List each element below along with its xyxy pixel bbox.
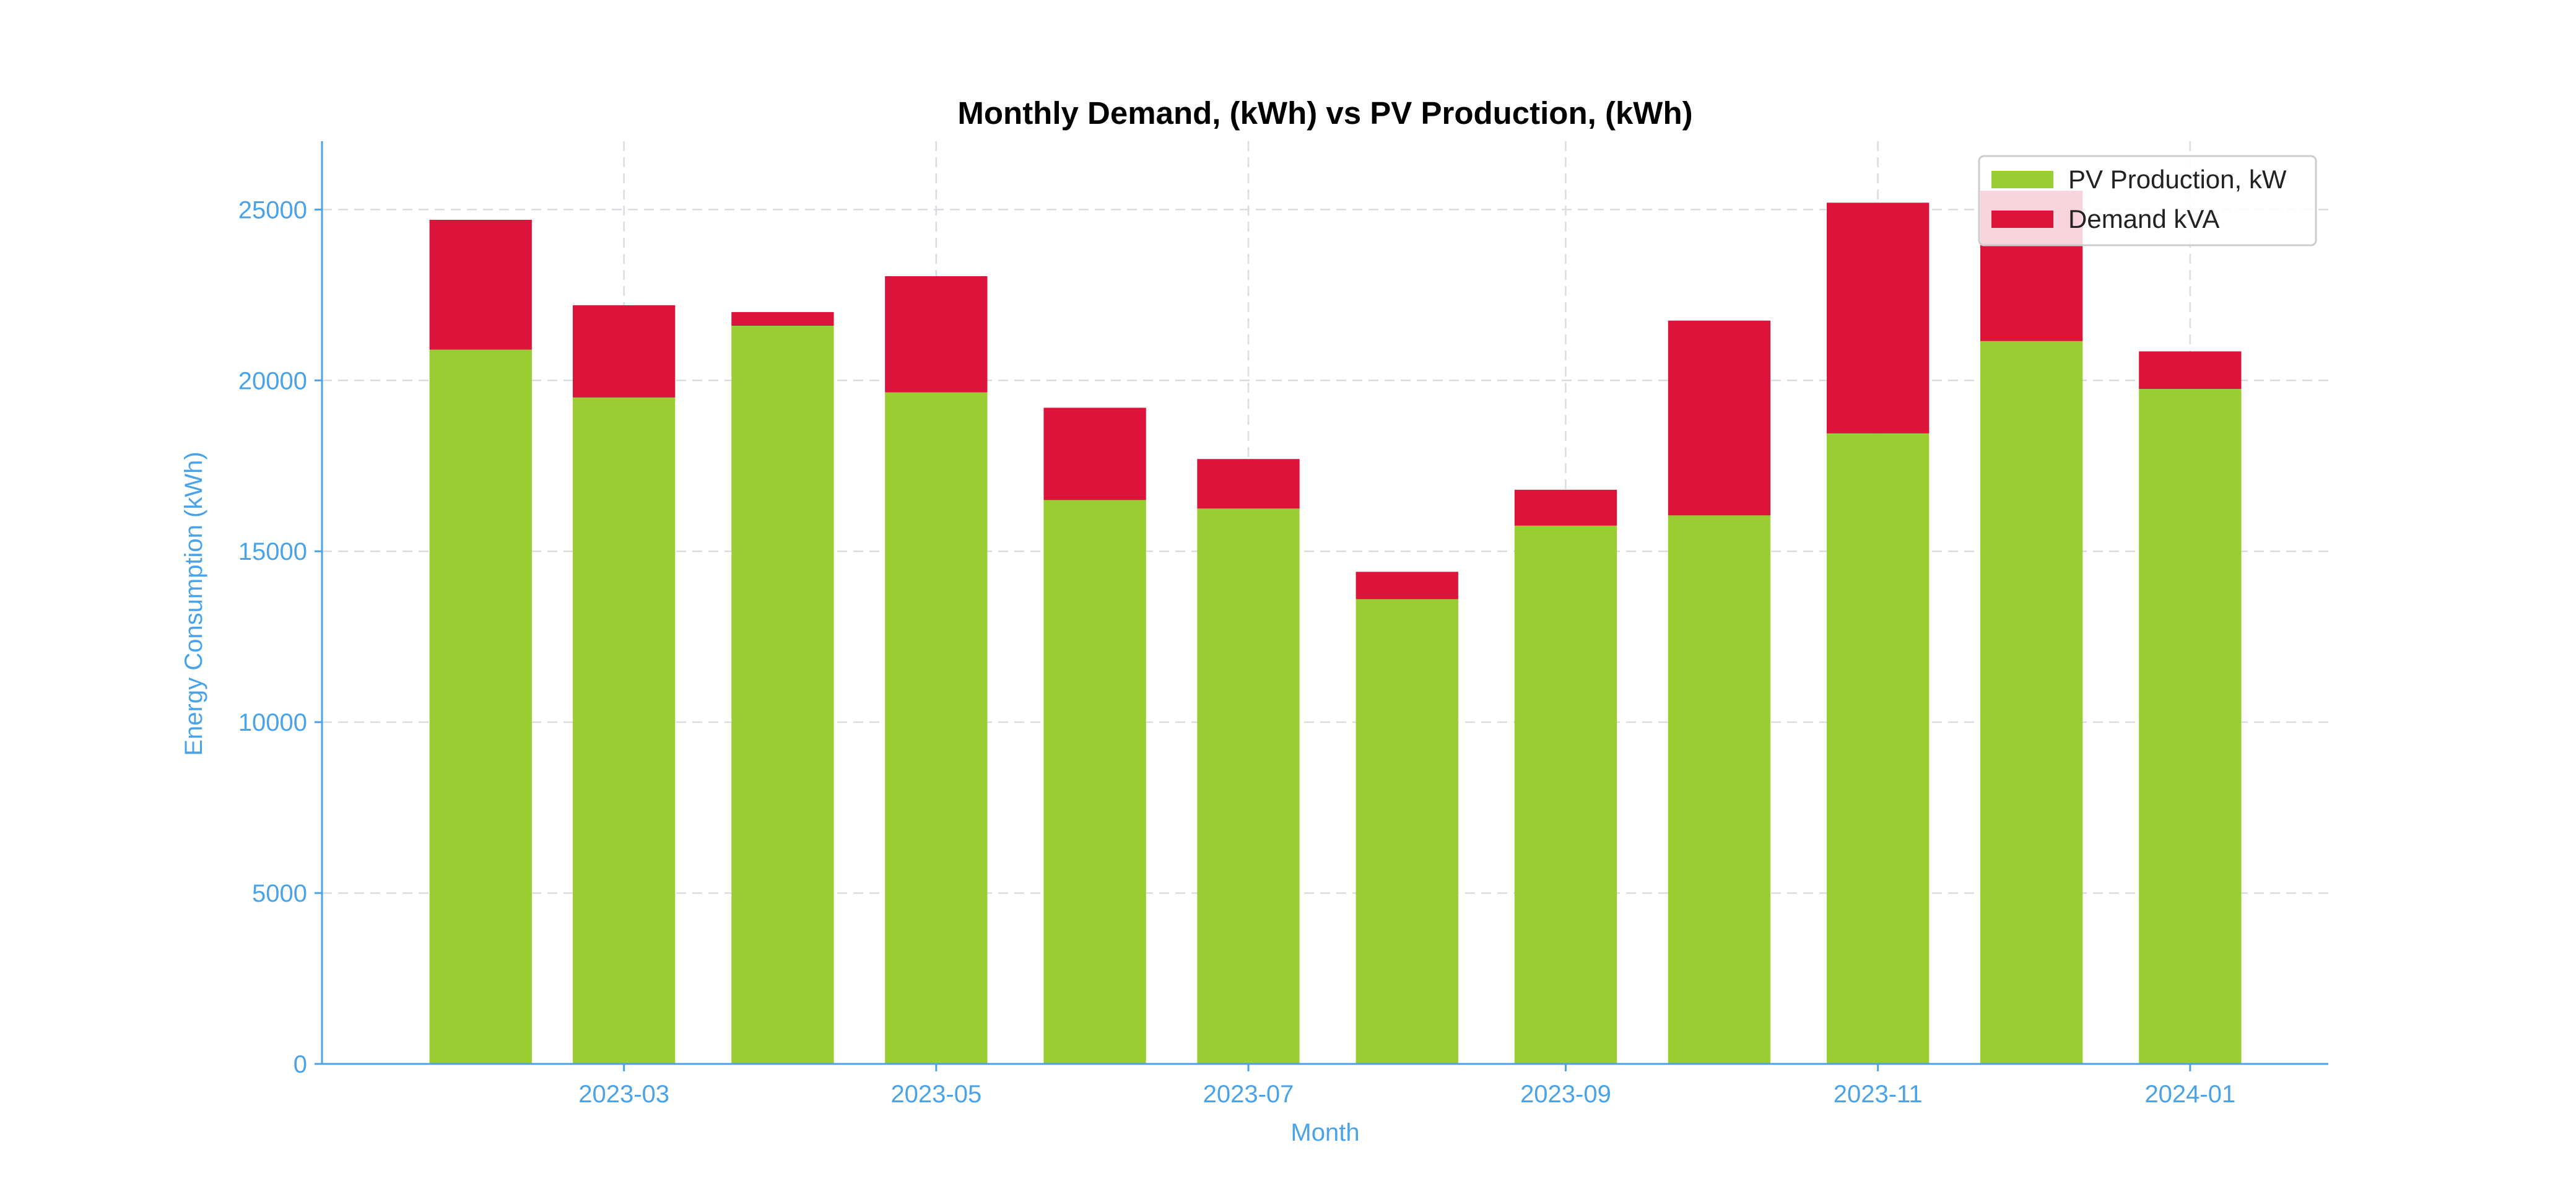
legend: PV Production, kW Demand kVA [1978, 155, 2317, 246]
bar-pv-production [1827, 433, 1930, 1064]
legend-swatch [1991, 171, 2053, 188]
bar-demand [429, 219, 532, 350]
x-axis-ticks: 2023-03 2023-05 2023-07 2023-09 2023-11 2024-… [578, 1064, 2235, 1108]
bar-demand [573, 305, 676, 398]
y-tick-label: 20000 [238, 367, 307, 394]
bar-pv-production [1355, 599, 1458, 1064]
y-tick-label: 10000 [238, 709, 307, 736]
x-tick-label: 2023-07 [1203, 1081, 1294, 1108]
bar-demand [1197, 459, 1300, 509]
bar-demand [1355, 572, 1458, 599]
x-tick-label: 2023-09 [1520, 1081, 1611, 1108]
y-tick-label: 5000 [252, 880, 307, 907]
x-tick-label: 2024-01 [2144, 1081, 2235, 1108]
bar-demand [885, 276, 988, 393]
bar-pv-production [429, 349, 532, 1064]
bars [429, 191, 2242, 1065]
bar-pv-production [1668, 515, 1771, 1064]
legend-label: PV Production, kW [2068, 165, 2287, 194]
bar-pv-production [1197, 508, 1300, 1064]
bar-demand [2139, 351, 2242, 390]
bar-demand [1827, 203, 1930, 433]
x-tick-label: 2023-11 [1834, 1081, 1923, 1108]
y-axis-label: Energy Consumption (kWh) [180, 451, 207, 756]
y-axis-ticks: 0 5000 10000 15000 20000 25000 [238, 196, 322, 1078]
legend-swatch [1991, 211, 2053, 228]
y-tick-label: 25000 [238, 196, 307, 224]
legend-box [1978, 155, 2317, 246]
bar-pv-production [885, 392, 988, 1064]
bar-demand [1043, 407, 1146, 500]
bar-pv-production [573, 397, 676, 1064]
bar-pv-production [1514, 525, 1617, 1064]
bar-demand [1514, 489, 1617, 526]
chart-title: Monthly Demand, (kWh) vs PV Production, … [957, 95, 1692, 131]
bar-demand [1668, 320, 1771, 516]
y-tick-label: 0 [294, 1051, 307, 1078]
bar-pv-production [1980, 341, 2083, 1065]
x-tick-label: 2023-05 [890, 1081, 981, 1108]
bar-demand [731, 311, 834, 326]
x-axis-label: Month [1290, 1119, 1359, 1146]
y-tick-label: 15000 [238, 538, 307, 565]
legend-label: Demand kVA [2068, 204, 2219, 233]
bar-pv-production [731, 326, 834, 1064]
bar-pv-production [1043, 500, 1146, 1064]
bar-pv-production [2139, 389, 2242, 1065]
x-tick-label: 2023-03 [578, 1081, 669, 1108]
